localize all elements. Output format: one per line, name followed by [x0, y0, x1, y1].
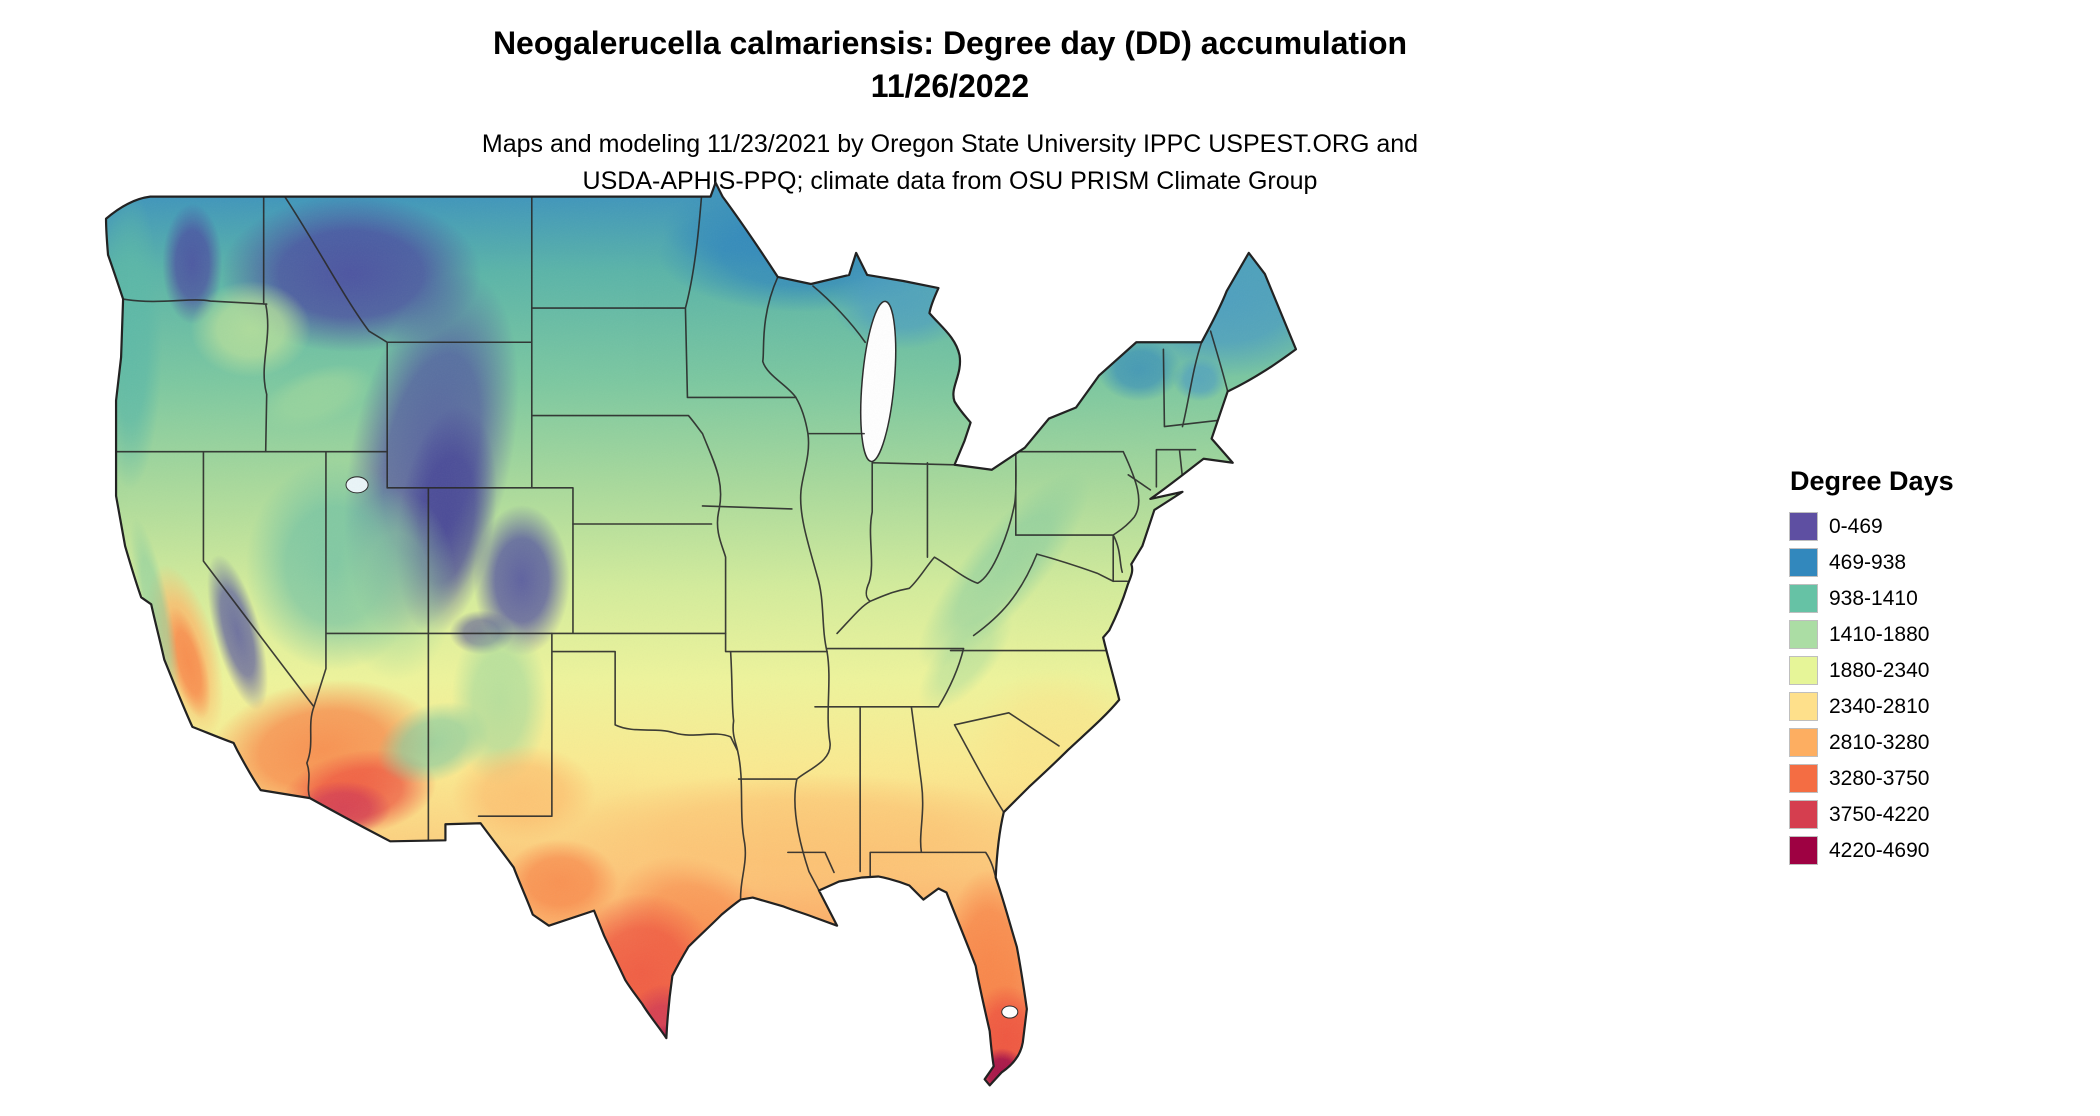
legend-title: Degree Days [1790, 466, 1954, 496]
legend-swatch [1789, 512, 1818, 541]
legend-item: 2340-2810 [1789, 692, 2080, 721]
legend-swatch [1789, 728, 1818, 757]
legend-label: 3750-4220 [1829, 802, 1930, 826]
legend-item: 1880-2340 [1789, 656, 2080, 685]
page-title: Neogalerucella calmariensis: Degree day … [492, 25, 1408, 61]
us-degree-day-map [100, 178, 1305, 1108]
legend-label: 0-469 [1829, 514, 1883, 538]
legend-label: 3280-3750 [1829, 766, 1930, 790]
legend-item: 1410-1880 [1789, 620, 2080, 649]
legend-swatch [1789, 692, 1818, 721]
legend: Degree Days 0-469 469-938 938-1410 1410-… [1789, 466, 2080, 873]
legend-item: 3750-4220 [1789, 800, 2080, 829]
legend-swatch [1789, 764, 1818, 793]
us-map-svg [104, 181, 1298, 1087]
legend-item: 469-938 [1789, 548, 2080, 577]
legend-item: 4220-4690 [1789, 836, 2080, 865]
us-outline [104, 181, 1298, 1087]
subtitle-line2: USDA-APHIS-PPQ; climate data from OSU PR… [582, 166, 1318, 195]
state-borders [115, 195, 1229, 901]
legend-label: 938-1410 [1829, 586, 1918, 610]
legend-swatch [1789, 836, 1818, 865]
legend-swatch [1789, 656, 1818, 685]
legend-swatch [1789, 620, 1818, 649]
map-color-field [106, 182, 1296, 1086]
map-date: 11/26/2022 [870, 68, 1030, 105]
legend-swatch [1789, 584, 1818, 613]
legend-label: 1410-1880 [1829, 622, 1930, 646]
legend-item: 2810-3280 [1789, 728, 2080, 757]
legend-items: 0-469 469-938 938-1410 1410-1880 1880-23… [1789, 512, 2080, 865]
legend-item: 938-1410 [1789, 584, 2080, 613]
legend-label: 1880-2340 [1829, 658, 1930, 682]
legend-label: 469-938 [1829, 550, 1907, 574]
legend-swatch [1789, 800, 1818, 829]
legend-label: 4220-4690 [1829, 838, 1930, 862]
legend-item: 3280-3750 [1789, 764, 2080, 793]
legend-swatch [1789, 548, 1818, 577]
legend-label: 2810-3280 [1829, 730, 1930, 754]
legend-label: 2340-2810 [1829, 694, 1930, 718]
subtitle-line1: Maps and modeling 11/23/2021 by Oregon S… [481, 130, 1419, 159]
header: Neogalerucella calmariensis: Degree day … [0, 22, 1900, 199]
legend-item: 0-469 [1789, 512, 2080, 541]
